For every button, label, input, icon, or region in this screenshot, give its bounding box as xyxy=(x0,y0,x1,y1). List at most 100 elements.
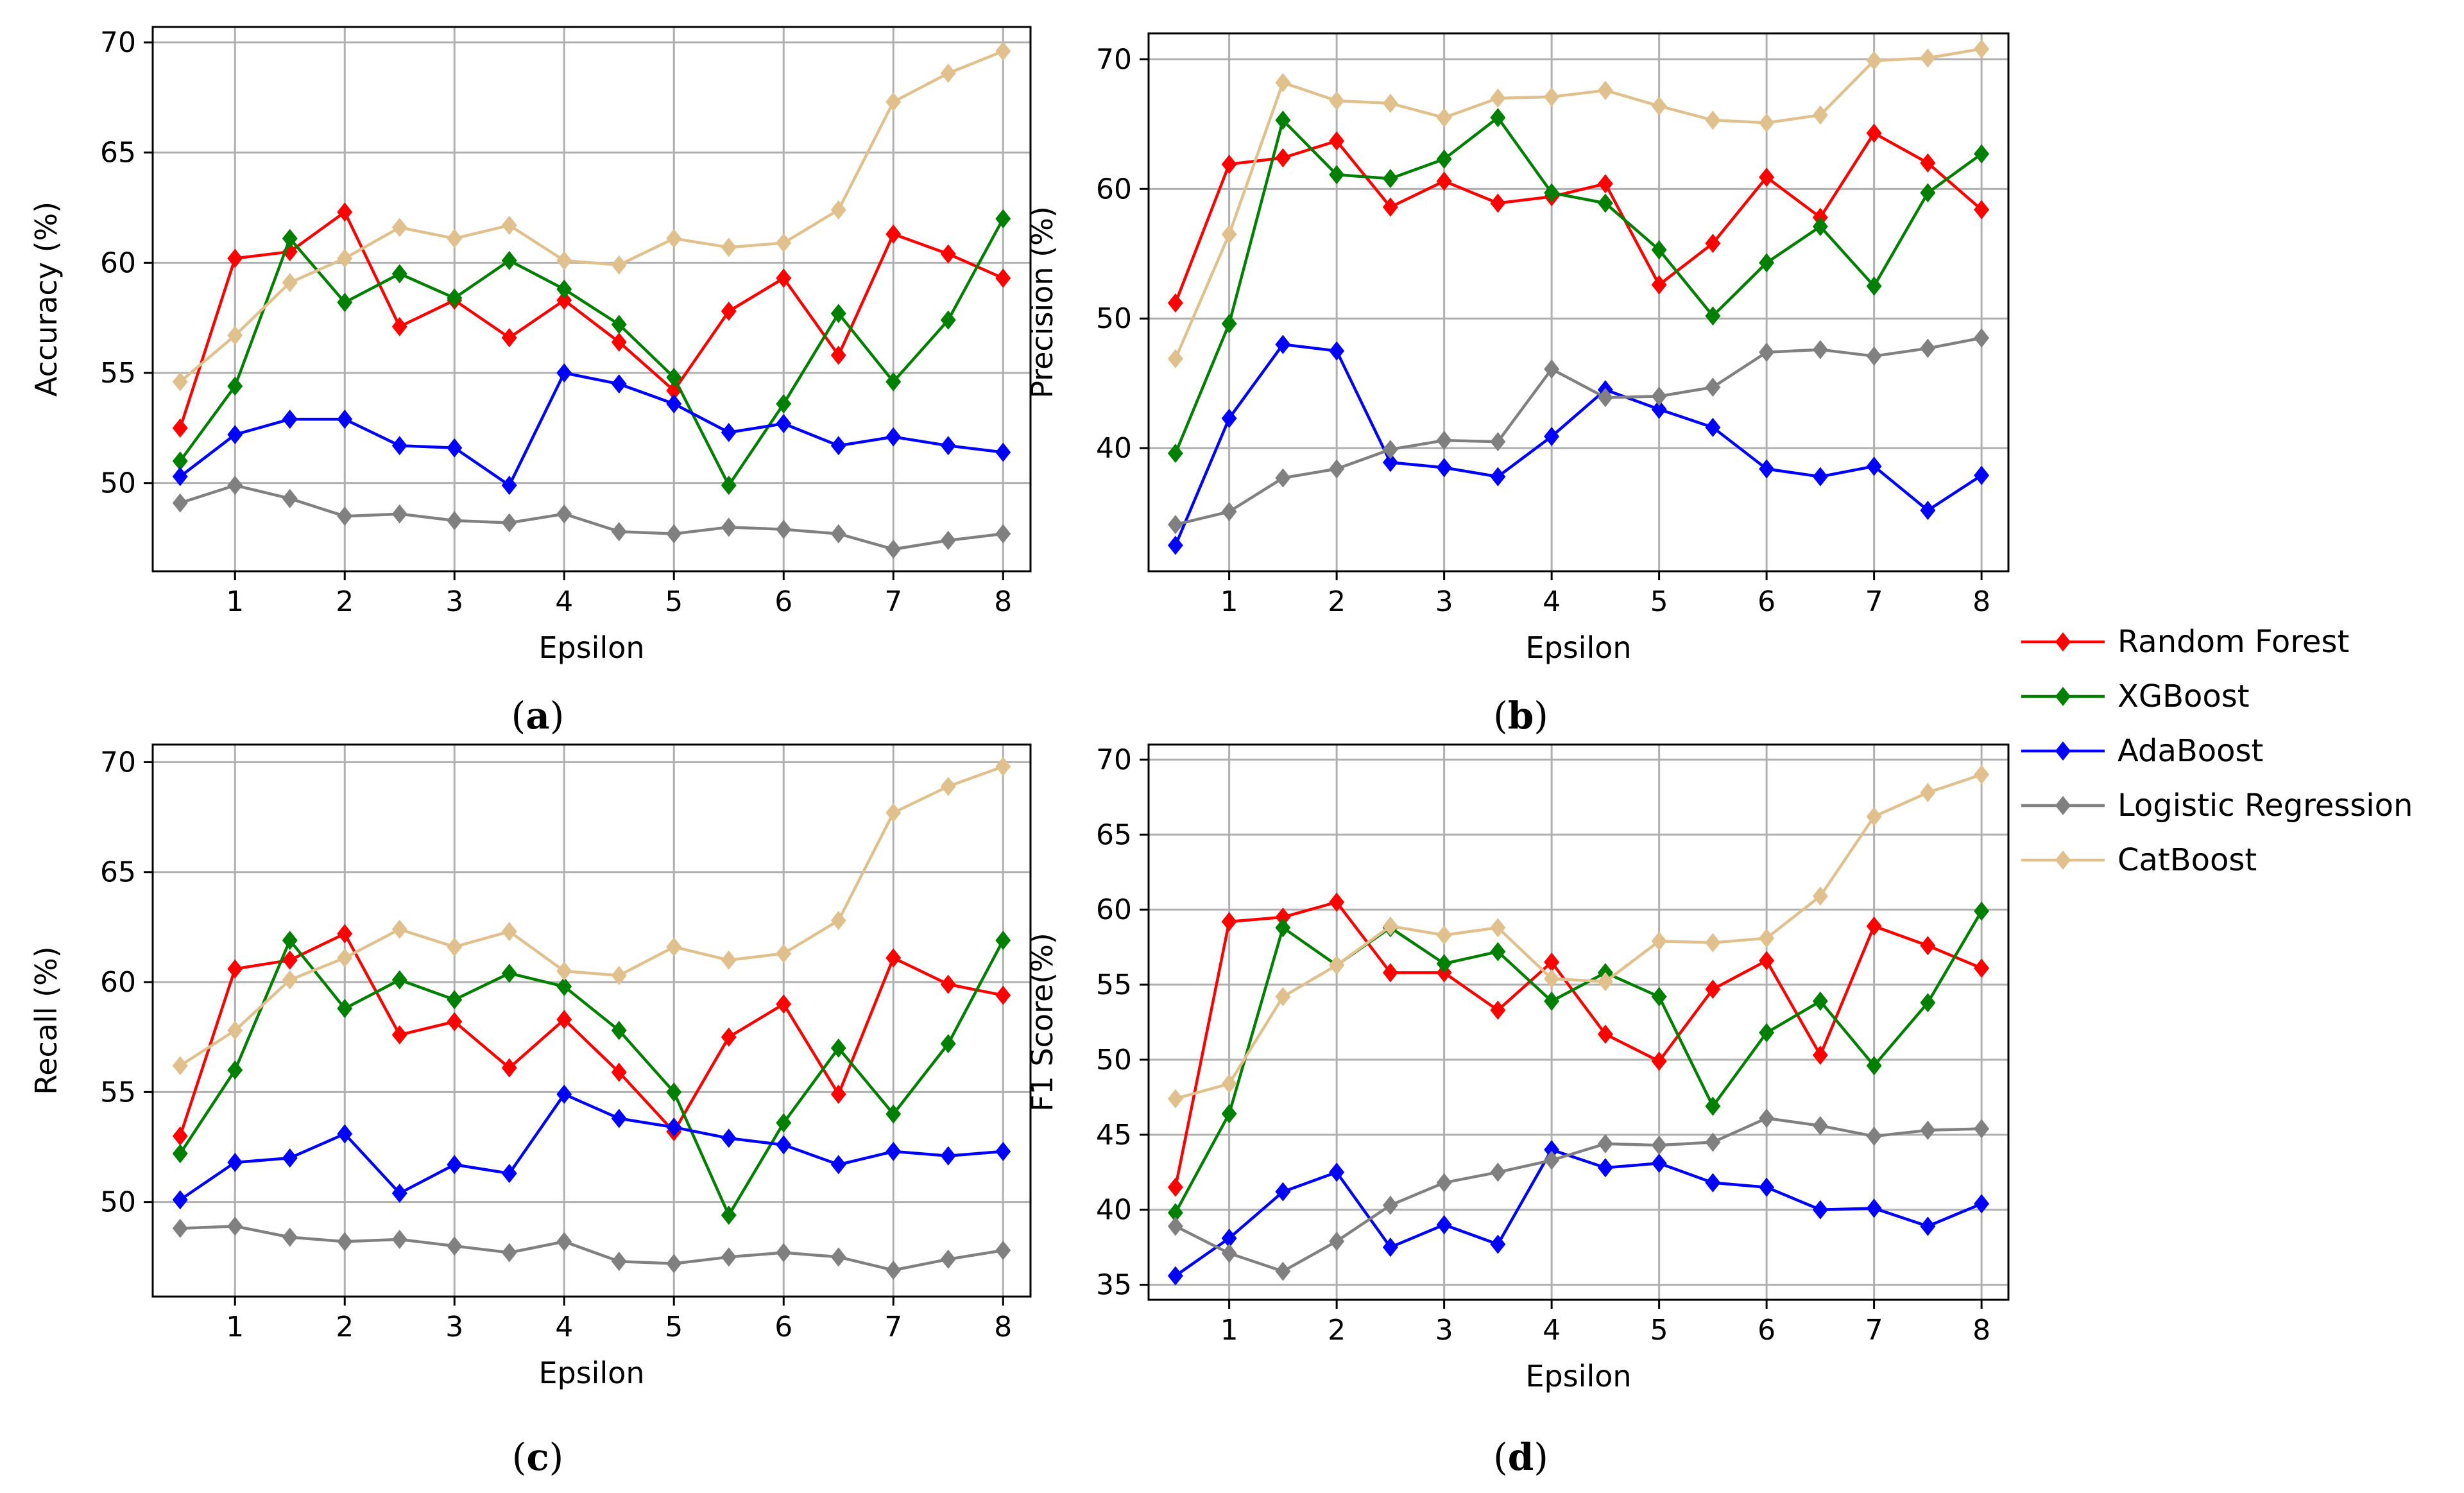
data-point xyxy=(830,1084,846,1104)
data-point xyxy=(1597,1158,1613,1178)
legend-label: Logistic Regression xyxy=(2118,788,2413,824)
legend-entry-random-forest: Random Forest xyxy=(2021,624,2349,660)
data-point xyxy=(172,1126,188,1146)
y-tick-label: 60 xyxy=(100,246,136,279)
data-point xyxy=(556,1084,572,1104)
x-tick-label: 3 xyxy=(1435,585,1453,618)
legend-label: CatBoost xyxy=(2118,842,2257,878)
y-tick-label: 50 xyxy=(100,1186,136,1219)
data-point xyxy=(776,944,792,963)
legend-marker xyxy=(2055,687,2071,706)
data-point xyxy=(1275,334,1291,354)
data-point xyxy=(1812,1200,1828,1220)
data-point xyxy=(776,994,792,1014)
data-point xyxy=(886,948,902,968)
data-point xyxy=(1759,928,1775,948)
data-point xyxy=(1490,432,1506,452)
series-line-random-forest xyxy=(178,932,1004,1137)
data-point xyxy=(1651,399,1667,419)
data-point xyxy=(1490,1234,1506,1254)
x-tick-label: 2 xyxy=(336,585,354,618)
x-tick-label: 5 xyxy=(665,585,683,618)
data-point xyxy=(447,1236,463,1256)
data-point xyxy=(721,1247,737,1267)
data-point xyxy=(1974,1194,1990,1214)
data-point xyxy=(1544,1140,1560,1160)
data-point xyxy=(556,290,572,310)
data-point xyxy=(721,237,737,257)
plot-frame xyxy=(151,26,1032,573)
data-point xyxy=(1974,144,1990,164)
data-point xyxy=(1490,467,1506,487)
data-point xyxy=(611,1252,627,1272)
data-point xyxy=(666,394,682,414)
x-tick-label: 3 xyxy=(1435,1314,1453,1347)
data-point xyxy=(611,255,627,275)
data-point xyxy=(447,511,463,531)
data-point xyxy=(282,1227,298,1247)
data-point xyxy=(556,250,572,270)
data-point xyxy=(1866,1198,1882,1218)
data-point xyxy=(1812,991,1828,1011)
data-point xyxy=(1490,88,1506,108)
y-tick-label: 40 xyxy=(1096,432,1132,465)
data-point xyxy=(1705,377,1721,397)
x-tick-label: 4 xyxy=(1543,585,1561,618)
data-point xyxy=(1221,408,1237,428)
data-point xyxy=(940,530,956,550)
data-point xyxy=(1221,1104,1237,1124)
legend-entry-adaboost: AdaBoost xyxy=(2021,733,2263,769)
data-point xyxy=(776,413,792,433)
data-point xyxy=(1221,502,1237,522)
data-point xyxy=(1759,951,1775,971)
y-tick-label: 55 xyxy=(100,357,136,390)
data-point xyxy=(611,522,627,542)
data-point xyxy=(1651,275,1667,295)
data-point xyxy=(1920,782,1936,802)
data-point xyxy=(1436,1173,1452,1193)
series-xgboost xyxy=(1167,108,1990,463)
legend-entry-logistic-regression: Logistic Regression xyxy=(2021,788,2413,824)
data-point xyxy=(1167,444,1183,463)
data-point xyxy=(172,493,188,513)
caption-close-paren: ) xyxy=(550,694,565,738)
y-tick-label: 70 xyxy=(100,26,136,59)
data-point xyxy=(1812,1116,1828,1135)
data-point xyxy=(501,328,517,348)
data-point xyxy=(172,1144,188,1164)
data-point xyxy=(1651,987,1667,1006)
data-point xyxy=(611,1109,627,1128)
series-catboost xyxy=(172,41,1011,392)
data-point xyxy=(1490,1162,1506,1182)
data-point xyxy=(1329,459,1345,479)
data-point xyxy=(172,372,188,392)
series-line-random-forest xyxy=(1174,901,1982,1188)
caption-close-paren: ) xyxy=(549,1435,564,1479)
data-point xyxy=(995,524,1011,544)
data-point xyxy=(940,436,956,456)
data-point xyxy=(1221,1243,1237,1263)
panel-caption: (a) xyxy=(511,694,565,738)
y-axis-label: Precision (%) xyxy=(1025,206,1059,398)
series-catboost xyxy=(172,757,1011,1076)
data-point xyxy=(1490,942,1506,962)
data-point xyxy=(501,250,517,270)
y-tick-label: 45 xyxy=(1096,1119,1132,1152)
series-adaboost xyxy=(1167,334,1990,555)
data-point xyxy=(1866,456,1882,476)
data-point xyxy=(666,229,682,248)
data-point xyxy=(1974,1119,1990,1139)
data-point xyxy=(1490,918,1506,938)
series-line-adaboost xyxy=(179,371,1004,487)
data-point xyxy=(1866,807,1882,827)
data-point xyxy=(721,476,737,496)
data-point xyxy=(1974,39,1990,59)
data-point xyxy=(1866,1056,1882,1076)
data-point xyxy=(1329,1231,1345,1251)
data-point xyxy=(1597,1024,1613,1044)
data-point xyxy=(1920,501,1936,521)
data-point xyxy=(1759,253,1775,273)
data-point xyxy=(337,948,353,968)
data-point xyxy=(776,1135,792,1155)
data-point xyxy=(1974,958,1990,978)
